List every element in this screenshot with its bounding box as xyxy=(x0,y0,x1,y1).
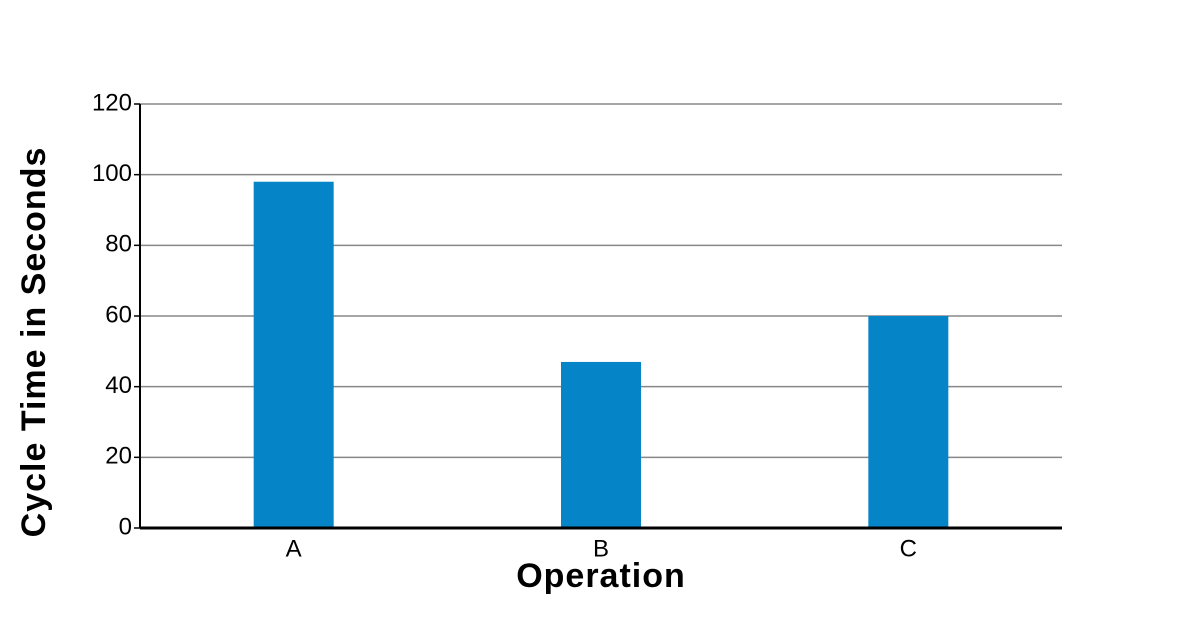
bar xyxy=(561,361,641,528)
x-tick-label: C xyxy=(900,535,917,562)
bar xyxy=(868,316,949,528)
bar xyxy=(253,181,334,528)
y-tick-label: 120 xyxy=(92,89,132,116)
y-tick-label: 40 xyxy=(105,372,132,399)
y-axis-title: Cycle Time in Seconds xyxy=(15,147,53,538)
y-tick-label: 80 xyxy=(105,231,132,258)
y-tick-label: 60 xyxy=(105,301,132,328)
y-tick-label: 0 xyxy=(119,513,132,540)
x-tick-label: B xyxy=(593,535,609,562)
y-tick-label: 100 xyxy=(92,160,132,187)
y-tick-label: 20 xyxy=(105,443,132,470)
x-axis-title: Operation xyxy=(516,557,686,595)
x-tick-label: A xyxy=(286,535,302,562)
